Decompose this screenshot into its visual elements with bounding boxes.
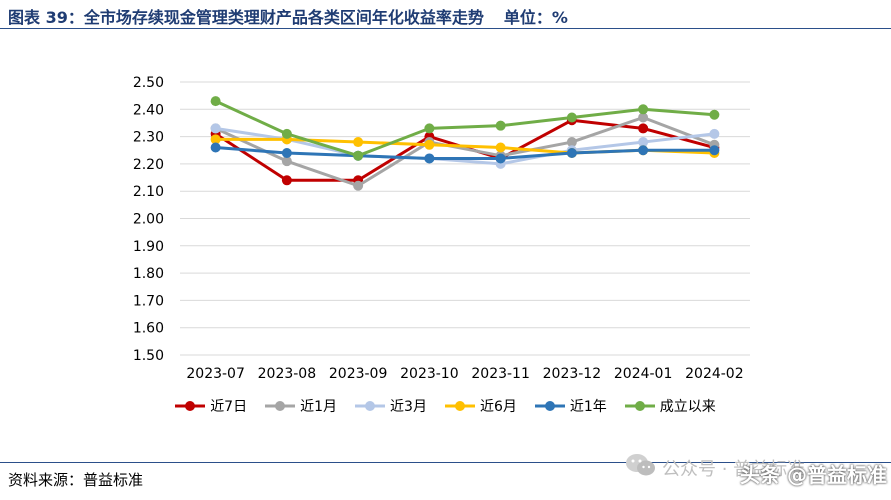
data-point <box>281 175 292 186</box>
x-tick-label: 2023-08 <box>258 366 317 382</box>
y-tick-label: 1.60 <box>133 321 164 337</box>
legend-swatch <box>355 401 386 411</box>
legend-swatch <box>534 401 565 411</box>
chart-title-text: 图表 39：全市场存续现金管理类理财产品各类区间年化收益率走势 <box>8 8 484 27</box>
legend-swatch <box>624 401 655 411</box>
y-axis-tick-labels: 2.50 2.40 2.30 2.20 2.10 2.00 1.90 1.80 1.70 1.60… <box>133 75 164 364</box>
attribution-text: 头条 @普益标准 <box>740 463 887 487</box>
y-tick-label: 1.70 <box>133 293 164 309</box>
legend-label: 近1月 <box>300 399 338 415</box>
legend-label: 近7日 <box>210 399 248 415</box>
legend-item: 近1月 <box>265 396 337 416</box>
x-tick-label: 2023-12 <box>543 366 602 382</box>
series-lines <box>210 96 720 191</box>
x-tick-label: 2024-01 <box>614 366 673 382</box>
data-point <box>566 112 577 123</box>
data-point <box>495 153 506 164</box>
data-point <box>281 147 292 158</box>
data-point <box>566 147 577 158</box>
series-line <box>215 146 715 160</box>
data-point <box>281 156 292 167</box>
legend-label: 成立以来 <box>659 399 716 415</box>
title-bar: 图表 39：全市场存续现金管理类理财产品各类区间年化收益率走势 单位：% <box>0 0 891 29</box>
y-tick-label: 2.50 <box>133 75 164 91</box>
legend-swatch <box>265 401 296 411</box>
data-point <box>638 104 649 115</box>
data-point <box>495 120 506 131</box>
legend-label: 近3月 <box>390 399 427 415</box>
footer-divider <box>0 462 891 463</box>
legend-swatch <box>444 401 475 411</box>
x-axis-tick-labels: 2023-07 2023-08 2023-09 2023-10 2023-11 2023-… <box>186 366 743 382</box>
data-point <box>424 153 435 164</box>
y-tick-label: 2.30 <box>133 130 164 146</box>
data-point <box>281 128 292 139</box>
data-point <box>353 137 364 148</box>
legend-item: 近1年 <box>534 396 607 416</box>
y-tick-label: 2.00 <box>133 212 164 228</box>
y-tick-label: 1.50 <box>133 348 164 364</box>
watermark-text: 公众号 · 普益标准 <box>662 459 806 480</box>
data-point <box>638 112 649 123</box>
data-point <box>566 137 577 148</box>
y-tick-label: 2.10 <box>133 184 164 200</box>
data-point <box>638 145 649 156</box>
data-point <box>424 123 435 134</box>
data-point <box>210 142 221 153</box>
data-point <box>709 109 720 120</box>
series-5 <box>210 96 720 161</box>
legend-label: 近1年 <box>569 399 607 415</box>
y-tick-label: 1.80 <box>133 266 164 282</box>
y-tick-label: 2.40 <box>133 102 164 118</box>
legend-item: 近6月 <box>444 396 517 416</box>
legend-label: 近6月 <box>479 399 517 415</box>
x-tick-label: 2023-10 <box>400 366 459 382</box>
data-point <box>709 145 720 156</box>
wechat-watermark-icon <box>626 454 655 476</box>
source-note: 资料来源：普益标准 <box>8 471 144 489</box>
y-tick-label: 1.90 <box>133 239 164 255</box>
data-point <box>424 139 435 150</box>
legend-item: 成立以来 <box>624 396 716 416</box>
data-point <box>495 142 506 153</box>
x-tick-label: 2023-09 <box>329 366 388 382</box>
series-line <box>214 99 715 158</box>
legend: 近7日 近1月 近3月 近6月 近1年 成立以来 <box>0 395 891 417</box>
chart-title: 图表 39：全市场存续现金管理类理财产品各类区间年化收益率走势 单位：% <box>8 4 568 28</box>
x-tick-label: 2024-02 <box>685 366 744 382</box>
y-tick-label: 2.20 <box>133 157 164 173</box>
x-tick-label: 2023-07 <box>186 366 245 382</box>
data-point <box>709 128 720 139</box>
line-chart: 2.50 2.40 2.30 2.20 2.10 2.00 1.90 1.80 1.70 1.60… <box>133 75 750 382</box>
series-line <box>215 126 715 166</box>
data-point <box>638 137 649 148</box>
x-tick-label: 2023-11 <box>471 366 530 382</box>
legend-item: 近3月 <box>355 396 427 416</box>
data-point <box>210 123 221 134</box>
series-line <box>214 115 715 188</box>
data-point <box>210 134 221 145</box>
data-point <box>210 96 221 107</box>
legend-item: 近7日 <box>175 396 247 416</box>
data-point <box>638 123 649 134</box>
chart-unit: 单位：% <box>503 8 568 27</box>
data-point <box>353 180 364 191</box>
data-point <box>353 150 364 161</box>
legend-swatch <box>175 401 206 411</box>
